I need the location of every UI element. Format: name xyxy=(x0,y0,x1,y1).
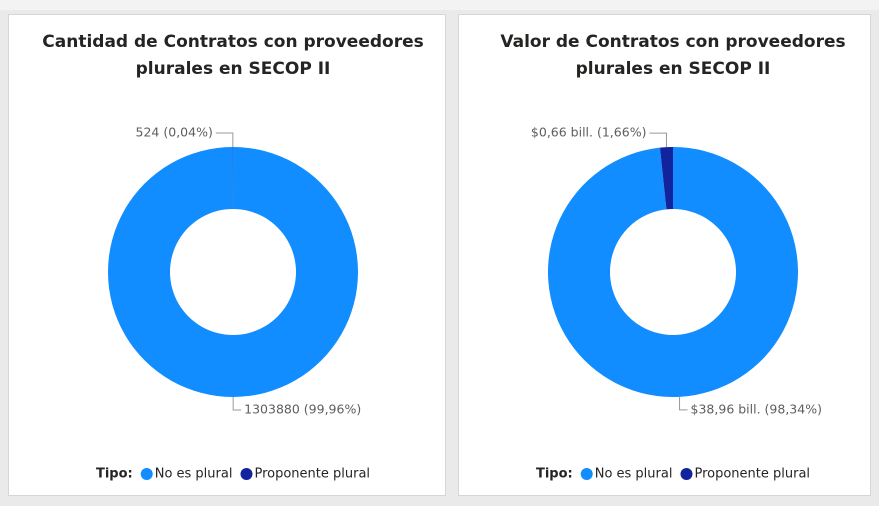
legend-label: No es plural xyxy=(595,467,673,482)
legend-marker xyxy=(580,468,593,480)
panel xyxy=(458,14,871,496)
chart-title: Valor de Contratos con proveedores xyxy=(500,32,845,52)
legend-title: Tipo: xyxy=(96,467,133,482)
legend-title: Tipo: xyxy=(536,467,573,482)
legend-marker xyxy=(140,468,153,480)
chart-title: Cantidad de Contratos con proveedores xyxy=(42,32,423,52)
legend-label: Proponente plural xyxy=(694,467,810,482)
leader-line xyxy=(649,132,667,148)
donut-slice xyxy=(659,147,673,210)
panel xyxy=(8,14,446,496)
legend-label: No es plural xyxy=(155,467,233,482)
leader-line xyxy=(232,396,242,411)
donut-slice xyxy=(548,147,798,397)
data-label: $38,96 bill. (98,34%) xyxy=(691,401,822,416)
chart-title: plurales en SECOP II xyxy=(136,59,331,79)
top-strip xyxy=(0,0,879,10)
data-label: $0,66 bill. (1,66%) xyxy=(531,125,647,140)
chart-title: plurales en SECOP II xyxy=(576,59,771,79)
data-label: 1303880 (99,96%) xyxy=(244,401,361,416)
legend-marker xyxy=(240,468,253,480)
legend-label: Proponente plural xyxy=(254,467,370,482)
donut-slice xyxy=(108,146,359,397)
legend-marker xyxy=(680,468,693,480)
leader-line xyxy=(215,132,234,148)
leader-line xyxy=(679,396,688,411)
data-label: 524 (0,04%) xyxy=(136,125,213,140)
